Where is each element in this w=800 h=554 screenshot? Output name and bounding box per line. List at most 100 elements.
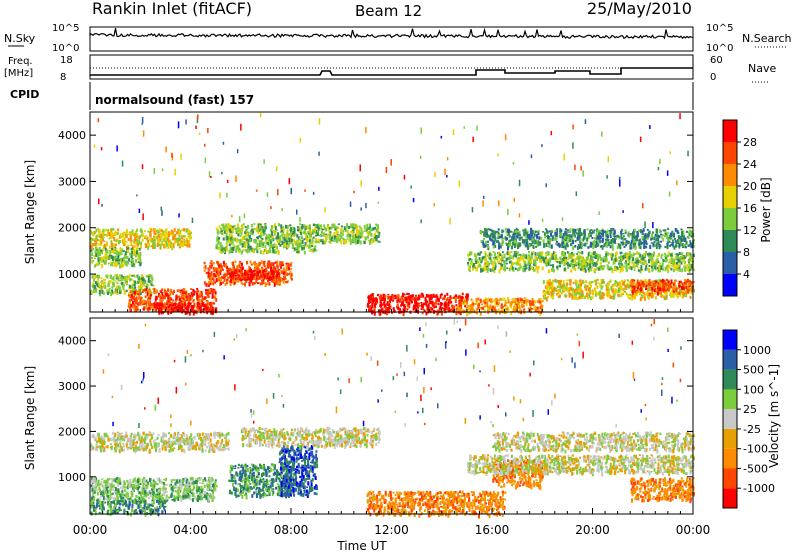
data-cell [608, 253, 611, 255]
data-cell [671, 242, 674, 247]
data-cell [482, 240, 485, 245]
data-cell [91, 257, 93, 260]
data-cell [272, 262, 275, 267]
data-cell [612, 241, 615, 244]
data-cell [237, 233, 240, 237]
data-cell [156, 302, 159, 305]
data-cell [577, 265, 580, 270]
data-cell [688, 269, 691, 273]
data-cell [472, 267, 475, 271]
data-cell [342, 237, 345, 241]
data-cell [109, 275, 112, 279]
data-cell [184, 235, 187, 238]
data-cell [289, 264, 292, 267]
data-cell [126, 277, 129, 281]
data-cell [321, 240, 324, 245]
data-cell [154, 308, 157, 313]
data-cell [532, 245, 535, 248]
data-cell [282, 231, 285, 235]
data-cell [539, 251, 542, 255]
data-cell [284, 272, 287, 275]
data-cell [253, 261, 256, 264]
data-cell [674, 244, 677, 248]
data-cell [397, 306, 400, 311]
data-cell [540, 311, 543, 314]
data-cell [282, 226, 285, 229]
data-cell [437, 297, 440, 302]
data-cell [499, 245, 502, 249]
data-cell [317, 223, 320, 226]
data-cell [149, 295, 152, 300]
data-cell [129, 307, 132, 311]
data-cell [406, 296, 409, 299]
data-cell [225, 273, 228, 277]
data-cell [136, 246, 139, 250]
data-cell [292, 238, 295, 243]
data-cell [287, 233, 290, 237]
data-cell [100, 284, 102, 287]
data-cell [314, 229, 317, 233]
data-cell [185, 295, 188, 298]
data-cell [178, 302, 181, 307]
data-cell [644, 259, 647, 263]
data-cell [639, 259, 642, 262]
data-cell [503, 255, 506, 258]
data-cell [340, 227, 343, 231]
data-cell [311, 249, 314, 253]
data-cell [238, 269, 241, 273]
data-cell [456, 310, 459, 313]
data-cell [305, 234, 307, 239]
data-cell [596, 229, 599, 233]
data-cell [388, 296, 391, 301]
data-cell [432, 293, 435, 298]
data-cell [602, 230, 605, 235]
data-cell [332, 239, 335, 242]
data-cell [206, 300, 209, 304]
data-cell [101, 282, 103, 285]
data-cell [635, 251, 638, 255]
data-cell [668, 264, 671, 267]
data-cell [263, 274, 266, 279]
data-cell [153, 239, 156, 244]
data-cell [570, 253, 573, 257]
data-band-8 [316, 223, 381, 245]
data-cell [650, 236, 653, 241]
data-cell [308, 250, 311, 252]
data-cell [131, 263, 134, 268]
data-cell [569, 238, 572, 242]
data-cell [276, 260, 279, 264]
data-cell [137, 256, 140, 261]
data-cell [285, 224, 287, 229]
data-cell [545, 258, 548, 263]
data-cell [136, 243, 139, 247]
data-cell [582, 232, 584, 236]
data-cell [371, 239, 373, 244]
data-cell [519, 234, 521, 237]
data-cell [516, 229, 519, 231]
data-cell [222, 237, 225, 241]
data-cell [219, 244, 222, 248]
data-cell [524, 297, 527, 300]
data-cell [484, 262, 487, 266]
data-cell [477, 252, 480, 256]
data-cell [105, 241, 108, 247]
data-cell [634, 257, 637, 263]
data-cell [299, 239, 302, 241]
data-cell [180, 307, 183, 311]
data-cell [534, 252, 537, 257]
data-cell [513, 301, 516, 303]
data-cell [101, 248, 104, 252]
data-cell [406, 308, 409, 310]
data-cell [134, 280, 137, 284]
data-cell [491, 264, 494, 266]
data-cell [569, 230, 572, 233]
data-cell [158, 243, 161, 246]
data-band-0 [90, 227, 193, 251]
data-cell [369, 301, 372, 304]
data-cell [145, 286, 148, 288]
data-cell [619, 244, 622, 248]
data-cell [309, 230, 312, 235]
data-cell [417, 302, 420, 305]
data-cell [111, 257, 114, 261]
data-cell [607, 238, 610, 242]
